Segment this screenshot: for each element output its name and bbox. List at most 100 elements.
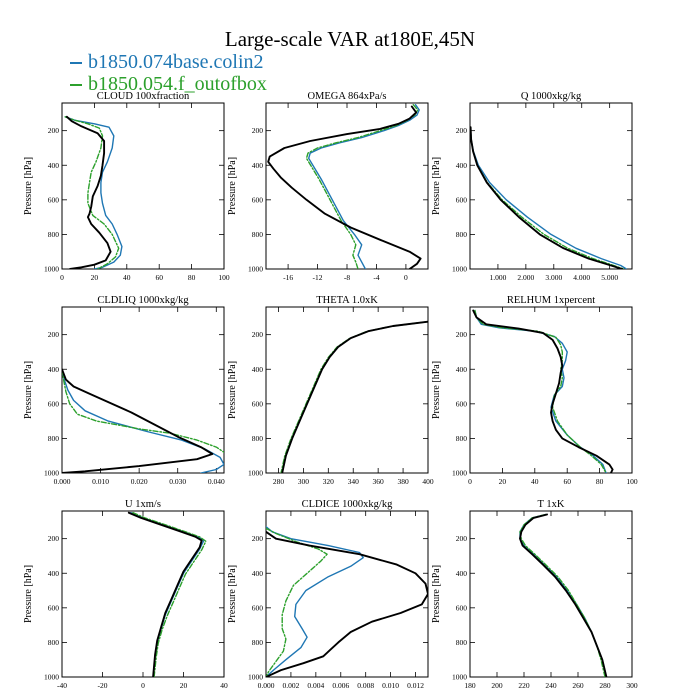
panel-title: CLDLIQ 1000xkg/kg <box>97 295 189 306</box>
x-tick-label: 0.010 <box>92 477 109 486</box>
y-tick-label: 1000 <box>452 265 467 274</box>
x-tick-label: 40 <box>123 273 131 282</box>
x-tick-label: 320 <box>323 477 335 486</box>
y-axis-label: Pressure [hPa] <box>431 565 442 623</box>
y-tick-label: 200 <box>456 534 468 543</box>
x-tick-label: 100 <box>626 477 638 486</box>
panel-title: CLDICE 1000xkg/kg <box>302 499 393 510</box>
y-axis-label: Pressure [hPa] <box>227 361 238 419</box>
x-tick-label: 20 <box>91 273 99 282</box>
plot-frame <box>469 510 633 678</box>
figure-title: Large-scale VAR at180E,45N <box>224 27 476 51</box>
x-tick-label: 80 <box>596 477 604 486</box>
y-tick-label: 200 <box>48 534 60 543</box>
x-tick-label: 0.008 <box>357 681 374 690</box>
x-tick-label: 0.020 <box>131 477 148 486</box>
series-group <box>127 511 207 677</box>
y-axis-label: Pressure [hPa] <box>23 157 34 215</box>
series-line-1 <box>130 512 205 677</box>
panel-2: OMEGA 864xPa/s Pressure [hPa] -16 -12 -8 -4 0 2… <box>227 91 429 282</box>
x-tick-label: 0.000 <box>54 477 71 486</box>
x-tick-label: 0.000 <box>258 681 275 690</box>
x-tick-label: 20 <box>499 477 507 486</box>
x-tick-label: 0.012 <box>407 681 424 690</box>
series-line-1 <box>266 525 364 677</box>
series-line-reference <box>281 320 428 473</box>
x-tick-label: -16 <box>283 273 293 282</box>
x-tick-label: 0 <box>60 273 64 282</box>
y-tick-label: 800 <box>456 434 468 443</box>
x-tick-label: 300 <box>626 681 638 690</box>
series-line-1 <box>519 513 608 677</box>
panel-title: RELHUM 1xpercent <box>507 295 595 306</box>
y-tick-label: 1000 <box>452 673 467 682</box>
series-line-reference <box>519 513 608 677</box>
plot-frame <box>61 306 225 474</box>
y-tick-label: 1000 <box>44 673 59 682</box>
series-line-reference <box>65 115 112 269</box>
legend-label-colin2: b1850.074base.colin2 <box>88 51 264 73</box>
legend-swatch-blue <box>70 61 82 64</box>
series-line-reference <box>472 309 614 473</box>
panel-title: Q 1000xkg/kg <box>521 91 582 102</box>
x-tick-label: 80 <box>188 273 196 282</box>
x-tick-label: -4 <box>373 273 379 282</box>
panel-4: CLDLIQ 1000xkg/kg Pressure [hPa] 0.000 0.01… <box>23 295 225 486</box>
x-tick-label: 40 <box>220 681 228 690</box>
series-group <box>472 309 614 473</box>
series-line-2 <box>470 126 625 269</box>
x-tick-label: 3.000 <box>545 273 562 282</box>
series-line-2 <box>64 116 120 269</box>
y-tick-label: 600 <box>456 399 468 408</box>
x-tick-label: 240 <box>545 681 557 690</box>
y-tick-label: 200 <box>48 126 60 135</box>
series-group <box>266 525 428 677</box>
x-tick-label: 360 <box>373 477 385 486</box>
y-tick-label: 400 <box>48 365 60 374</box>
y-axis-label: Pressure [hPa] <box>227 157 238 215</box>
plot-frame <box>61 102 225 270</box>
y-tick-label: 1000 <box>452 469 467 478</box>
x-tick-label: 0 <box>141 681 145 690</box>
x-tick-label: 100 <box>218 273 230 282</box>
y-tick-label: 400 <box>48 161 60 170</box>
y-tick-label: 600 <box>48 399 60 408</box>
series-line-reference <box>267 105 422 269</box>
x-tick-label: 0.006 <box>332 681 349 690</box>
y-tick-label: 200 <box>456 126 468 135</box>
plot-frame <box>469 102 633 270</box>
panel-8: CLDICE 1000xkg/kg Pressure [hPa] 0.000 0.00… <box>227 499 429 690</box>
x-tick-label: 260 <box>572 681 584 690</box>
x-tick-label: 0 <box>468 477 472 486</box>
series-line-1 <box>281 321 428 473</box>
legend-entry-colin2: b1850.074base.colin2 <box>70 51 264 73</box>
y-tick-label: 800 <box>456 638 468 647</box>
y-tick-label: 400 <box>252 365 264 374</box>
y-tick-label: 200 <box>252 534 264 543</box>
x-tick-label: 380 <box>397 477 409 486</box>
y-tick-label: 1000 <box>44 469 59 478</box>
series-line-2 <box>132 512 207 677</box>
x-tick-label: 0.004 <box>307 681 324 690</box>
x-tick-label: 300 <box>298 477 310 486</box>
y-tick-label: 800 <box>252 638 264 647</box>
series-line-1 <box>64 116 123 269</box>
y-tick-label: 400 <box>456 161 468 170</box>
x-tick-label: -40 <box>57 681 67 690</box>
y-tick-label: 1000 <box>44 265 59 274</box>
x-tick-label: 0.040 <box>208 477 225 486</box>
y-tick-label: 600 <box>456 603 468 612</box>
y-tick-label: 200 <box>252 126 264 135</box>
y-tick-label: 600 <box>252 195 264 204</box>
x-tick-label: 280 <box>599 681 611 690</box>
y-axis-label: Pressure [hPa] <box>227 565 238 623</box>
y-tick-label: 800 <box>48 434 60 443</box>
x-tick-label: 1.000 <box>489 273 506 282</box>
x-tick-label: 0.030 <box>169 477 186 486</box>
series-line-1 <box>474 309 607 473</box>
plot-frame <box>265 510 429 678</box>
panel-9: T 1xK Pressure [hPa] 180 200 220 240 260 280 300… <box>431 499 638 690</box>
x-tick-label: -8 <box>344 273 350 282</box>
x-tick-label: 340 <box>348 477 360 486</box>
